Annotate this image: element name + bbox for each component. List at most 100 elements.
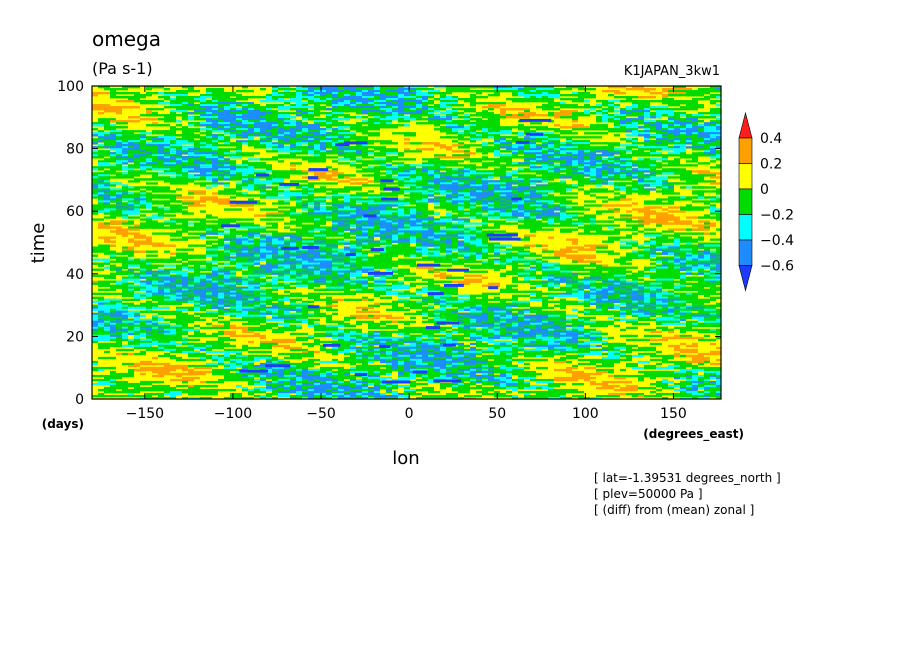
heatmap-cell: [572, 184, 578, 187]
heatmap-cell: [380, 228, 386, 231]
heatmap-cell: [206, 132, 212, 135]
heatmap-cell: [458, 174, 464, 177]
heatmap-cell: [236, 248, 242, 251]
heatmap-cell: [638, 172, 644, 175]
heatmap-cell: [344, 204, 356, 207]
heatmap-cell: [500, 172, 506, 175]
heatmap-cell: [632, 232, 638, 235]
heatmap-cell: [290, 132, 296, 135]
heatmap-cell: [260, 188, 266, 191]
heatmap-cell: [644, 188, 656, 191]
heatmap-cell: [200, 184, 206, 187]
heatmap-cell: [500, 138, 506, 141]
heatmap-cell: [284, 254, 290, 257]
heatmap-cell: [308, 160, 326, 163]
heatmap-cell: [314, 100, 326, 103]
heatmap-cell: [284, 234, 296, 237]
heatmap-cell: [344, 124, 362, 127]
heatmap-cell: [188, 164, 194, 167]
heatmap-cell: [140, 204, 146, 207]
heatmap-cell: [362, 160, 380, 163]
heatmap-cell: [704, 226, 710, 229]
heatmap-cell: [638, 158, 644, 161]
heatmap-cell: [140, 210, 158, 213]
heatmap-cell: [356, 208, 362, 211]
heatmap-cell: [692, 170, 710, 173]
heatmap-cell: [470, 118, 482, 121]
heatmap-cell: [452, 108, 464, 111]
heatmap-cell: [134, 236, 152, 239]
heatmap-cell: [362, 94, 368, 97]
heatmap-cell: [134, 202, 140, 205]
heatmap-cell: [404, 190, 410, 193]
heatmap-cell: [464, 154, 470, 157]
heatmap-cell: [266, 140, 272, 143]
heatmap-cell: [434, 220, 452, 223]
heatmap-cell: [626, 234, 632, 237]
heatmap-cell: [422, 244, 428, 247]
heatmap-cell: [620, 240, 638, 243]
heatmap-cell: [674, 198, 686, 201]
heatmap-cell: [650, 220, 656, 223]
heatmap-cell: [686, 208, 692, 211]
heatmap-cell: [500, 212, 518, 215]
heatmap-cell: [404, 208, 410, 211]
heatmap-cell: [506, 98, 518, 101]
heatmap-cell: [266, 248, 272, 251]
heatmap-cell: [182, 226, 200, 229]
heatmap-cell: [110, 158, 116, 161]
heatmap-cell: [380, 226, 386, 229]
heatmap-cell: [284, 136, 290, 139]
heatmap-cell: [668, 104, 680, 107]
heatmap-cell: [668, 152, 680, 155]
heatmap-cell: [224, 138, 230, 141]
heatmap-cell: [710, 90, 721, 93]
heatmap-cell: [404, 242, 410, 245]
heatmap-cell: [380, 238, 386, 241]
heatmap-cell: [716, 244, 721, 247]
heatmap-cell: [446, 114, 458, 117]
heatmap-cell: [158, 190, 176, 193]
heatmap-cell: [188, 148, 200, 151]
heatmap-cell: [212, 144, 218, 147]
heatmap-cell: [422, 184, 428, 187]
heatmap-cell: [272, 106, 278, 109]
heatmap-cell: [542, 172, 560, 175]
heatmap-cell: [98, 136, 116, 139]
heatmap-cell: [650, 130, 656, 133]
heatmap-cell: [638, 208, 650, 211]
heatmap-cell: [368, 146, 374, 149]
heatmap-cell: [572, 242, 578, 245]
heatmap-cell: [302, 212, 308, 215]
heatmap-cell: [458, 116, 464, 119]
heatmap-cell: [440, 198, 446, 201]
heatmap-cell: [236, 116, 242, 119]
heatmap-cell: [146, 124, 152, 127]
heatmap-cell: [314, 130, 320, 133]
heatmap-cell: [524, 198, 530, 201]
heatmap-cell: [566, 142, 572, 145]
heatmap-cell: [518, 116, 530, 119]
heatmap-cell: [380, 146, 386, 149]
heatmap-cell: [710, 102, 716, 105]
heatmap-cell: [272, 174, 290, 177]
heatmap-cell: [440, 190, 446, 193]
heatmap-cell: [482, 134, 500, 137]
heatmap-cell: [452, 180, 458, 183]
heatmap-cell: [152, 206, 158, 209]
heatmap-cell: [416, 122, 422, 125]
heatmap-cell: [542, 256, 560, 259]
heatmap-cell: [494, 164, 512, 167]
heatmap-cell: [596, 212, 602, 215]
heatmap-cell: [536, 106, 554, 109]
heatmap-cell: [578, 254, 596, 257]
heatmap-cell: [248, 176, 254, 179]
heatmap-cell: [506, 222, 518, 225]
heatmap-cell: [602, 204, 614, 207]
heatmap-cell: [224, 152, 242, 155]
heatmap-cell: [440, 206, 446, 209]
heatmap-cell: [98, 122, 110, 125]
heatmap-cell: [416, 114, 422, 117]
heatmap-cell: [560, 168, 566, 171]
heatmap-cell: [98, 188, 104, 191]
